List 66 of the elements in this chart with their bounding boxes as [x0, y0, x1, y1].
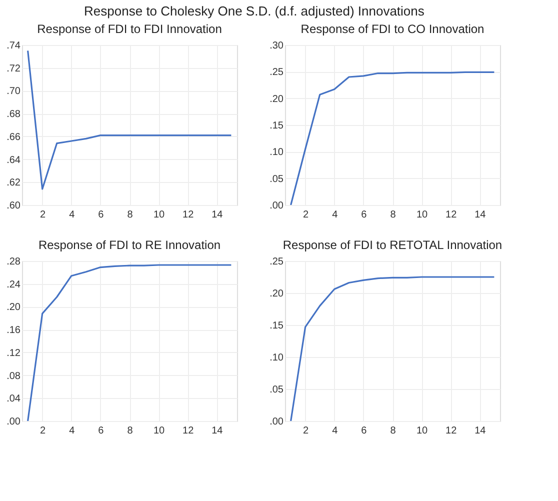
x-tick-label: 4 — [69, 426, 76, 436]
line-series — [290, 276, 495, 421]
x-tick-label: 8 — [127, 426, 134, 436]
y-tick-label: .20 — [270, 94, 284, 105]
y-tick-label: .24 — [6, 279, 21, 290]
x-tick-label: 12 — [182, 210, 194, 220]
y-tick-label: .15 — [270, 120, 284, 132]
y-tick-label: .74 — [6, 40, 21, 52]
text: Response to Cholesky One S.D. (d.f. adjusted) Innovations — [84, 4, 425, 18]
y-tick-label: .64 — [6, 154, 21, 166]
y-tick-label: .70 — [6, 86, 21, 98]
x-tick-label: 14 — [474, 210, 486, 220]
y-tick-label: .60 — [6, 200, 21, 212]
y-tick-label: .30 — [270, 40, 284, 52]
y-tick-label: .12 — [6, 348, 21, 359]
line-series — [290, 71, 495, 205]
x-tick-label: 2 — [40, 426, 46, 436]
y-tick-label: .10 — [270, 352, 284, 364]
y-tick-label: .15 — [270, 320, 284, 332]
x-tick-label: 4 — [69, 210, 76, 220]
y-tick-label: .00 — [270, 416, 284, 428]
y-tick-label: .20 — [270, 288, 284, 300]
y-tick-label: .16 — [6, 325, 21, 336]
y-tick-label: .25 — [270, 256, 284, 268]
x-tick-label: 4 — [332, 426, 338, 436]
x-tick-label: 14 — [474, 426, 486, 436]
x-tick-label: 2 — [303, 210, 310, 220]
chart-title: Response of FDI to FDI Innovation — [37, 22, 222, 36]
x-tick-label: 12 — [446, 210, 458, 220]
line-series — [27, 264, 232, 421]
x-tick-label: 4 — [332, 210, 338, 220]
line-series — [27, 50, 232, 190]
y-tick-label: .00 — [270, 200, 284, 212]
x-tick-label: 6 — [361, 426, 368, 436]
x-tick-label: 2 — [40, 210, 46, 220]
y-tick-label: .05 — [270, 384, 284, 396]
x-tick-label: 8 — [390, 426, 396, 436]
y-tick-label: .28 — [6, 256, 21, 268]
y-tick-label: .05 — [270, 174, 284, 185]
x-tick-label: 14 — [212, 210, 224, 220]
y-tick-label: .62 — [6, 178, 21, 189]
y-tick-label: .10 — [270, 147, 284, 158]
y-tick-label: .08 — [6, 370, 21, 382]
x-tick-label: 8 — [390, 210, 396, 220]
y-tick-label: .68 — [6, 109, 21, 120]
x-tick-label: 14 — [212, 426, 224, 436]
chart-title: Response of FDI to RETOTAL Innovation — [282, 238, 502, 252]
x-tick-label: 8 — [127, 210, 134, 220]
chart-title: Response of FDI to CO Innovation — [300, 22, 484, 36]
chart-title: Response of FDI to RE Innovation — [38, 238, 221, 252]
y-tick-label: .72 — [6, 63, 21, 74]
y-tick-label: .20 — [6, 302, 21, 314]
x-tick-label: 6 — [98, 210, 104, 220]
y-tick-label: .04 — [6, 394, 21, 405]
y-tick-label: .00 — [6, 416, 21, 428]
x-tick-label: 10 — [153, 210, 166, 220]
x-tick-label: 10 — [153, 426, 166, 436]
x-tick-label: 12 — [446, 426, 458, 436]
y-tick-label: .25 — [270, 67, 284, 78]
x-tick-label: 10 — [416, 210, 428, 220]
x-tick-label: 2 — [303, 426, 310, 436]
y-tick-label: .66 — [6, 132, 21, 143]
x-tick-label: 6 — [361, 210, 368, 220]
x-tick-label: 10 — [416, 426, 428, 436]
x-tick-label: 12 — [182, 426, 194, 436]
x-tick-label: 6 — [98, 426, 104, 436]
